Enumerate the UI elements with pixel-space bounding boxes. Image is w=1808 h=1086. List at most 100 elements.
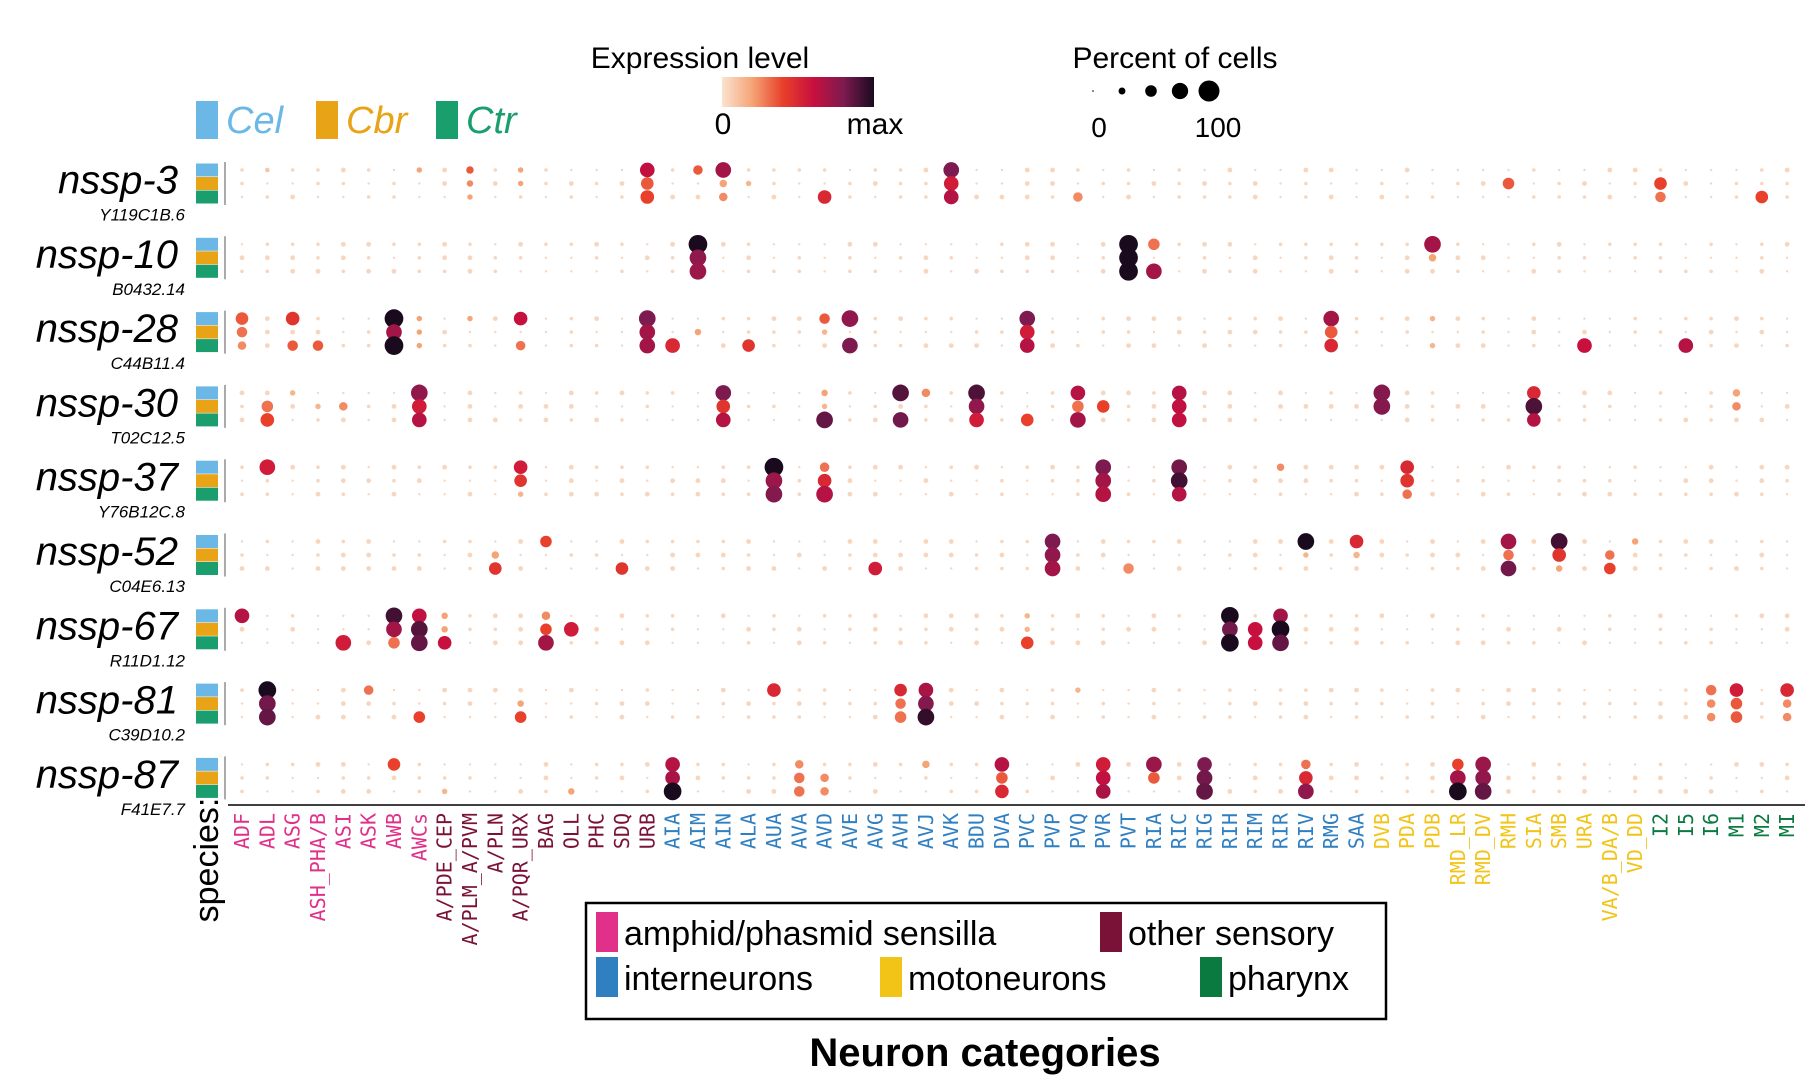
- background-dot: [1328, 464, 1334, 470]
- expression-dot: [235, 312, 249, 325]
- background-dot: [494, 776, 497, 780]
- expression-dot: [261, 400, 274, 413]
- background-dot: [874, 688, 877, 692]
- background-dot: [290, 464, 296, 470]
- background-dot: [1000, 614, 1004, 618]
- background-dot: [291, 641, 294, 644]
- background-dot: [418, 540, 421, 543]
- background-dot: [798, 391, 801, 395]
- background-dot: [620, 269, 624, 274]
- background-dot: [1760, 715, 1764, 719]
- background-dot: [1405, 641, 1409, 645]
- background-dot: [1734, 614, 1739, 618]
- background-dot: [1355, 168, 1358, 172]
- category-label: AVH: [889, 813, 913, 849]
- background-dot: [619, 701, 625, 706]
- expression-dot: [1221, 633, 1239, 652]
- background-dot: [1228, 776, 1232, 780]
- background-dot: [266, 182, 269, 185]
- background-dot: [417, 242, 422, 247]
- background-dot: [468, 790, 472, 793]
- background-dot: [746, 242, 751, 247]
- background-dot: [746, 641, 751, 645]
- background-dot: [1329, 614, 1333, 618]
- background-dot: [1404, 167, 1410, 173]
- background-dot: [1404, 390, 1410, 396]
- background-dot: [1582, 181, 1587, 186]
- background-dot: [746, 316, 751, 321]
- expression-dot: [1171, 459, 1188, 476]
- background-dot: [366, 552, 372, 558]
- background-dot: [722, 330, 725, 334]
- background-dot: [544, 181, 548, 186]
- background-dot: [746, 553, 751, 557]
- background-dot: [1430, 688, 1435, 692]
- species-stripe: [196, 548, 218, 562]
- background-dot: [595, 479, 598, 482]
- background-dot: [1481, 418, 1485, 422]
- background-dot: [695, 491, 701, 497]
- background-dot: [417, 776, 422, 780]
- background-dot: [1253, 418, 1257, 422]
- background-dot: [1152, 539, 1156, 544]
- background-dot: [696, 182, 700, 185]
- background-dot: [1329, 701, 1333, 706]
- background-dot: [1203, 567, 1206, 570]
- background-dot: [823, 540, 826, 543]
- background-dot: [1633, 181, 1637, 186]
- background-dot: [1507, 243, 1510, 246]
- background-dot: [367, 418, 370, 422]
- background-dot: [1379, 552, 1385, 558]
- background-dot: [949, 255, 954, 260]
- background-dot: [417, 255, 422, 260]
- background-dot: [595, 405, 598, 408]
- background-dot: [340, 255, 346, 261]
- background-dot: [822, 762, 827, 767]
- background-dot: [747, 391, 750, 395]
- background-dot: [948, 552, 954, 558]
- background-dot: [316, 255, 320, 260]
- expression-dot: [841, 310, 859, 327]
- expression-dot: [821, 403, 828, 410]
- background-dot: [1507, 330, 1510, 334]
- expression-dot: [1400, 460, 1414, 475]
- background-dot: [1456, 242, 1460, 247]
- background-dot: [392, 553, 396, 557]
- background-dot: [340, 789, 346, 794]
- background-dot: [1582, 491, 1587, 497]
- background-dot: [746, 465, 751, 470]
- background-dot: [1608, 182, 1612, 185]
- expression-dot: [793, 772, 805, 784]
- background-dot: [1456, 269, 1460, 274]
- background-dot: [923, 343, 929, 348]
- background-dot: [1076, 540, 1080, 543]
- background-dot: [1608, 790, 1612, 793]
- background-dot: [1481, 466, 1485, 469]
- background-dot: [1050, 167, 1055, 173]
- background-dot: [1050, 181, 1055, 186]
- background-dot: [366, 715, 371, 719]
- expression-dot: [1019, 338, 1035, 353]
- background-dot: [340, 566, 346, 571]
- background-dot: [1405, 628, 1409, 631]
- background-dot: [493, 627, 498, 632]
- expression-dot: [994, 757, 1010, 772]
- expression-dot: [1782, 712, 1792, 722]
- category-label: AVK: [939, 813, 963, 849]
- background-dot: [1532, 182, 1536, 185]
- background-dot: [1632, 552, 1638, 558]
- background-dot: [1303, 566, 1309, 571]
- background-dot: [366, 168, 371, 172]
- background-dot: [899, 614, 902, 617]
- background-dot: [493, 269, 498, 274]
- background-dot: [1000, 492, 1004, 497]
- background-dot: [1050, 714, 1055, 720]
- expression-dot: [943, 162, 960, 178]
- background-dot: [848, 181, 852, 186]
- background-dot: [1557, 195, 1561, 199]
- expression-max-label: max: [847, 108, 904, 141]
- background-dot: [468, 614, 472, 618]
- background-dot: [518, 687, 524, 693]
- background-dot: [1328, 268, 1334, 274]
- background-dot: [240, 479, 244, 482]
